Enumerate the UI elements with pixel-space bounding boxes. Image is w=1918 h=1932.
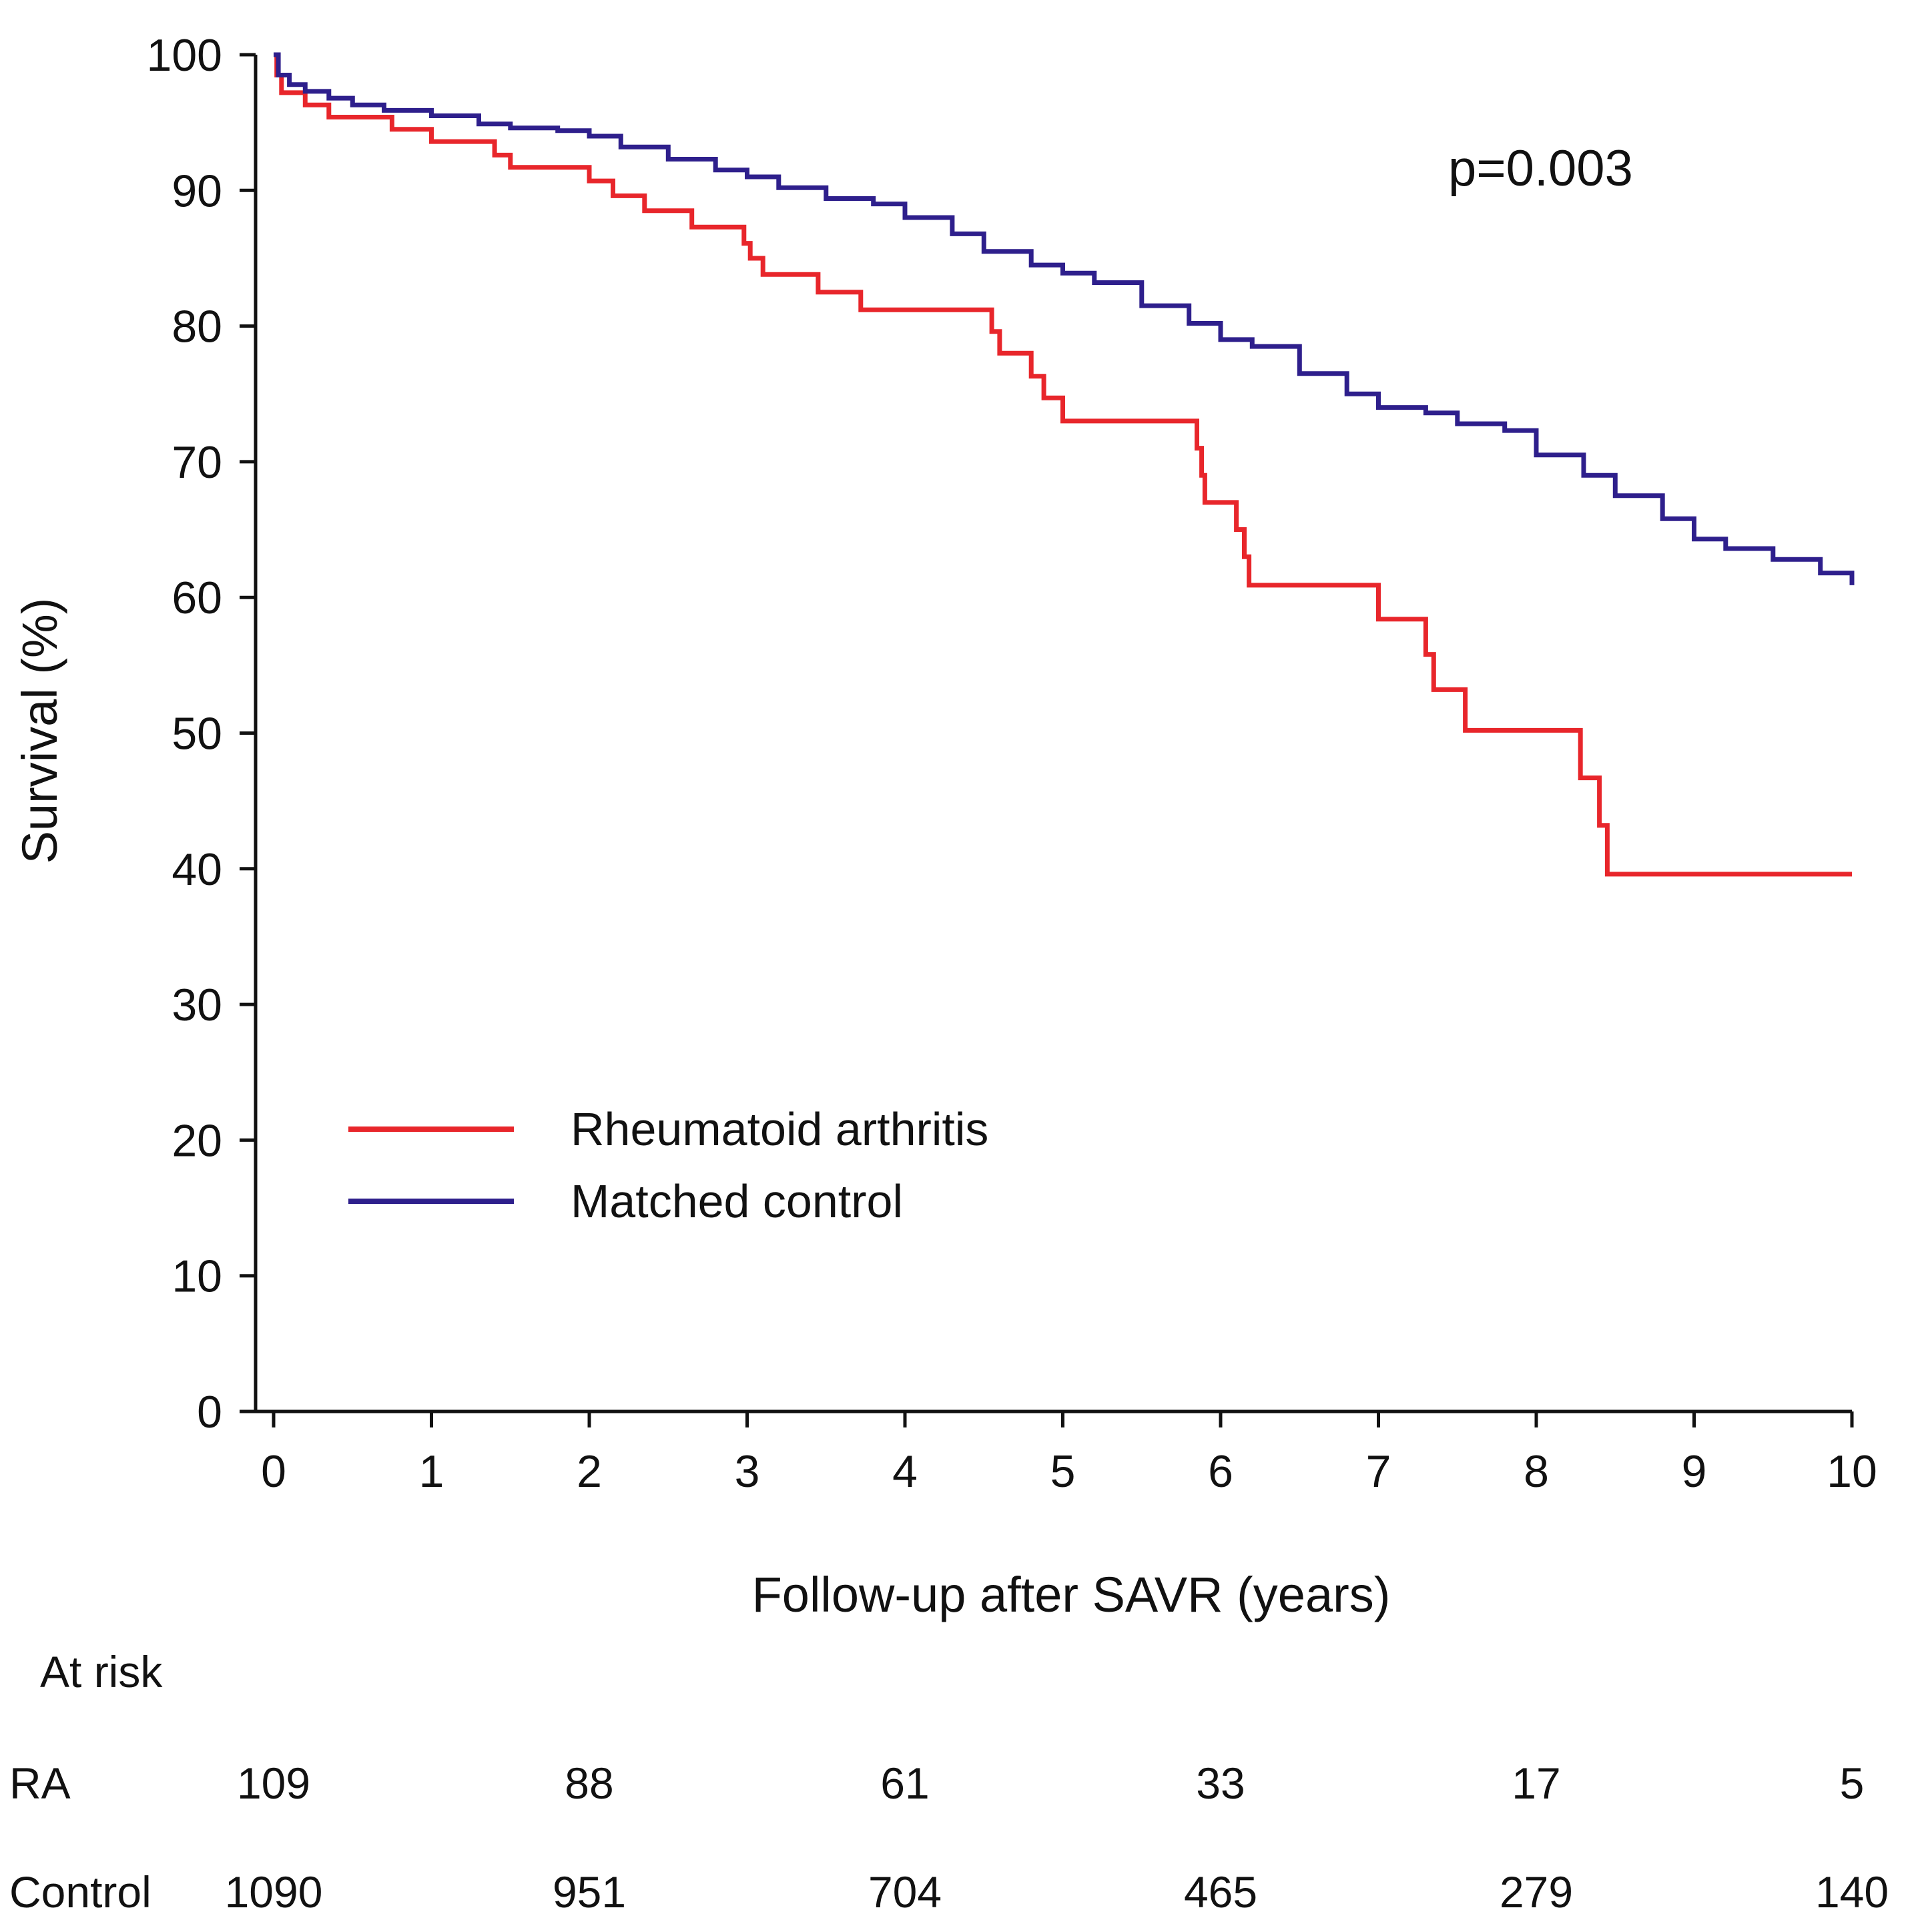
x-tick-label: 3 xyxy=(735,1446,760,1497)
x-axis-title: Follow-up after SAVR (years) xyxy=(752,1567,1391,1622)
x-tick-label: 2 xyxy=(577,1446,602,1497)
at-risk-count-control: 951 xyxy=(553,1867,626,1917)
at-risk-count-ra: 88 xyxy=(565,1758,613,1808)
at-risk-count-control: 465 xyxy=(1184,1867,1257,1917)
y-tick-label: 40 xyxy=(172,844,222,895)
y-axis-title: Survival (%) xyxy=(12,598,67,864)
y-tick-label: 10 xyxy=(172,1251,222,1302)
x-tick-label: 7 xyxy=(1366,1446,1391,1497)
x-tick-label: 0 xyxy=(261,1446,286,1497)
series-line-rheumatoid-arthritis xyxy=(274,52,1852,877)
legend-label-rheumatoid-arthritis: Rheumatoid arthritis xyxy=(571,1103,988,1155)
y-tick-label: 60 xyxy=(172,573,222,623)
at-risk-row-label-ra: RA xyxy=(9,1758,71,1808)
y-tick-label: 90 xyxy=(172,166,222,216)
y-tick-label: 20 xyxy=(172,1115,222,1166)
series-layer xyxy=(274,52,1855,877)
legend-label-matched-control: Matched control xyxy=(571,1175,903,1227)
at-risk-row-label-control: Control xyxy=(9,1867,151,1917)
at-risk-count-ra: 33 xyxy=(1196,1758,1245,1808)
x-axis: 0 1 2 3 4 5 6 7 8 9 10 xyxy=(256,1409,1877,1497)
x-tick-label: 10 xyxy=(1827,1446,1877,1497)
y-tick-label: 80 xyxy=(172,302,222,352)
x-tick-label: 8 xyxy=(1524,1446,1549,1497)
at-risk-count-control: 279 xyxy=(1500,1867,1573,1917)
at-risk-count-control: 140 xyxy=(1815,1867,1889,1917)
y-tick-label: 70 xyxy=(172,437,222,488)
y-tick-label: 30 xyxy=(172,980,222,1030)
at-risk-count-control: 1090 xyxy=(225,1867,323,1917)
y-axis: 0 10 20 30 40 50 60 70 80 90 100 xyxy=(147,30,258,1437)
x-tick-label: 5 xyxy=(1050,1446,1076,1497)
legend: Rheumatoid arthritis Matched control xyxy=(348,1103,988,1227)
x-tick-label: 9 xyxy=(1682,1446,1707,1497)
y-tick-label: 50 xyxy=(172,709,222,759)
at-risk-counts: 109 88 61 33 17 5 1090 951 704 465 279 140 xyxy=(225,1758,1889,1917)
at-risk-count-ra: 5 xyxy=(1840,1758,1865,1808)
at-risk-table: At risk RA Control 109 88 61 33 17 5 1090 951 70… xyxy=(9,1647,1889,1917)
x-tick-label: 1 xyxy=(419,1446,444,1497)
at-risk-count-control: 704 xyxy=(868,1867,942,1917)
x-tick-label: 6 xyxy=(1208,1446,1233,1497)
at-risk-count-ra: 109 xyxy=(237,1758,310,1808)
y-tick-label: 100 xyxy=(147,30,222,81)
p-value-annotation: p=0.003 xyxy=(1448,140,1633,197)
series-line-matched-control xyxy=(274,52,1855,585)
at-risk-heading: At risk xyxy=(40,1647,163,1696)
at-risk-count-ra: 17 xyxy=(1512,1758,1560,1808)
x-tick-label: 4 xyxy=(892,1446,918,1497)
y-tick-label: 0 xyxy=(197,1387,222,1437)
at-risk-count-ra: 61 xyxy=(880,1758,929,1808)
